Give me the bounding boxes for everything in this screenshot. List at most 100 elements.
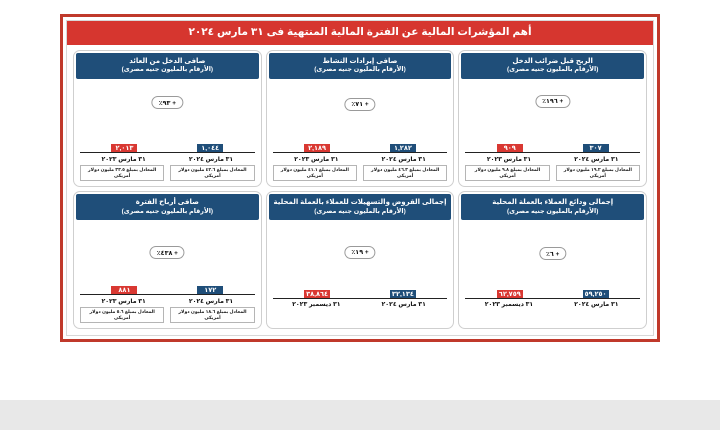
axis-label-current: ٣١ مارس ٢٠٢٤ [574, 155, 619, 163]
panel-subtitle: (الأرقام بالمليون جنيه مصرى) [121, 65, 214, 73]
bar-plot: + ١٩٦٪ ٣٠٧ ٩٠٩ [465, 79, 640, 154]
bar-group-current: ٦٢,٧٥٩ [496, 289, 523, 298]
bar-value-prior: ٥٩,٢٥٠ [584, 290, 607, 298]
note-boxes: المعادل بمبلغ ٤٦.٣ مليون دولار أمريكى ال… [272, 164, 448, 182]
bar-prior: ١٧٢ [197, 286, 224, 295]
panel-local-currency-deposits: إجمالى ودائع العملاء بالعملة المحلية (ال… [458, 191, 647, 329]
note-boxes: المعادل بمبلغ ١٨.٦ مليون دولار أمريكى ال… [79, 306, 255, 323]
change-badge: + ٦٪ [539, 247, 567, 261]
note-current: المعادل بمبلغ ١٨.٦ مليون دولار أمريكى [170, 306, 255, 323]
axis-label-current: ٣١ مارس ٢٠٢٤ [188, 155, 234, 163]
panel-header: صافى إيرادات النشاط (الأرقام بالمليون جن… [268, 52, 452, 79]
axis-label-current: ٣١ مارس ٢٠٢٤ [574, 301, 619, 308]
panel-net-profit-period: صافى أرباح الفترة (الأرقام بالمليون جنيه… [73, 191, 262, 329]
axis-label-current: ٣١ مارس ٢٠٢٤ [381, 155, 426, 163]
panel-header: صافى الدخل من العائد (الأرقام بالمليون ج… [76, 52, 259, 79]
panel-title: صافى الدخل من العائد [129, 57, 206, 65]
bar-current: ٦٢,٧٥٩ [496, 289, 523, 298]
change-badge: + ١٩٦٪ [535, 94, 571, 108]
panel-title: صافى إيرادات النشاط [322, 57, 398, 65]
panel-subtitle: (الأرقام بالمليون جنيه مصرى) [506, 207, 599, 215]
bar-plot: + ٩٣٪ ١,٠٤٤ ٢,٠١٣ [80, 79, 255, 154]
axis-label-prior: ٣١ مارس ٢٠٢٣ [101, 155, 146, 163]
bar-plot: + ٦٪ ٥٩,٢٥٠ ٦٢,٧٥٩ [465, 220, 640, 299]
axis-labels: ٣١ مارس ٢٠٢٤ ٣١ ديسمبر ٢٠٢٣ [465, 299, 640, 308]
bar-plot: + ١٩٪ ٣٢,١٣٤ ٣٨,٨٦٤ [272, 220, 448, 299]
bar-prior: ٣٢,١٣٤ [389, 289, 416, 298]
axis-labels: ٣١ مارس ٢٠٢٤ ٣١ مارس ٢٠٢٣ [273, 153, 448, 163]
panel-title: إجمالى القروض والتسهيلات للعملاء بالعملة… [273, 199, 447, 207]
bar-group-prior: ٥٩,٢٥٠ [582, 289, 609, 298]
bar-prior: ١,٢٨٢ [389, 144, 416, 153]
axis-label-prior: ٣١ مارس ٢٠٢٣ [486, 155, 532, 163]
bar-group-current: ٢,٠١٣ [111, 144, 138, 153]
bar-group-prior: ٣٢,١٣٤ [389, 289, 416, 298]
panel-net-operating-income: صافى إيرادات النشاط (الأرقام بالمليون جن… [265, 49, 455, 188]
bar-current: ٩٠٩ [496, 144, 523, 153]
bar-group-current: ٨٨١ [111, 286, 138, 295]
panel-subtitle: (الأرقام بالمليون جنيه مصرى) [506, 65, 599, 73]
bar-value-prior: ٣٢,١٣٤ [391, 290, 414, 298]
bar-group-current: ٣٨,٨٦٤ [304, 289, 331, 298]
panel-header: إجمالى القروض والتسهيلات للعملاء بالعملة… [268, 194, 452, 221]
bar-value-prior: ١,٠٤٤ [201, 145, 220, 153]
bar-current: ٨٨١ [111, 286, 138, 295]
bar-value-current: ٨٨١ [118, 287, 131, 295]
bar-group-prior: ١,٠٤٤ [197, 144, 224, 153]
bar-current: ٢,١٨٩ [304, 144, 331, 153]
bottom-band [0, 400, 720, 430]
panel-subtitle: (الأرقام بالمليون جنيه مصرى) [314, 65, 406, 73]
change-badge: + ١٩٪ [344, 245, 376, 259]
axis-label-prior: ٣١ ديسمبر ٢٠٢٣ [484, 301, 534, 308]
note-prior: المعادل بمبلغ ٣٣.٥ مليون دولار أمريكى [79, 164, 165, 182]
note-current: المعادل بمبلغ ٤٦.٣ مليون دولار أمريكى [363, 164, 448, 182]
panel-header: صافى أرباح الفترة (الأرقام بالمليون جنيه… [76, 194, 259, 221]
change-badge: + ٤٣٨٪ [149, 246, 185, 260]
panel-subtitle: (الأرقام بالمليون جنيه مصرى) [121, 207, 214, 215]
axis-labels: ٣١ مارس ٢٠٢٤ ٣١ ديسمبر ٢٠٢٣ [273, 299, 448, 308]
note-current: المعادل بمبلغ ١٩.٢ مليون دولار أمريكى [555, 164, 640, 182]
axis-labels: ٣١ مارس ٢٠٢٤ ٣١ مارس ٢٠٢٣ [80, 153, 255, 163]
panel-title: الربح قبل ضرائب الدخل [512, 57, 593, 65]
panel-subtitle: (الأرقام بالمليون جنيه مصرى) [314, 207, 406, 215]
panels-grid: الربح قبل ضرائب الدخل (الأرقام بالمليون … [67, 45, 653, 335]
panel-net-interest-income: صافى الدخل من العائد (الأرقام بالمليون ج… [73, 49, 262, 188]
change-badge: + ٩٣٪ [151, 96, 183, 110]
axis-label-prior: ٣١ ديسمبر ٢٠٢٣ [292, 301, 341, 308]
note-boxes: المعادل بمبلغ ١٩.٢ مليون دولار أمريكى ال… [465, 164, 640, 182]
bar-value-prior: ١,٢٨٢ [393, 145, 412, 153]
panel-header: إجمالى ودائع العملاء بالعملة المحلية (ال… [461, 194, 644, 221]
note-prior: المعادل بمبلغ ٩.٨ مليون دولار أمريكى [465, 164, 550, 182]
bar-prior: ٥٩,٢٥٠ [582, 289, 609, 298]
bar-plot: + ٧١٪ ١,٢٨٢ ٢,١٨٩ [272, 79, 448, 154]
page-title: أهم المؤشرات المالية عن الفترة المالية ا… [67, 21, 653, 45]
bar-group-prior: ١٧٢ [197, 286, 224, 295]
financial-indicators-poster: أهم المؤشرات المالية عن الفترة المالية ا… [60, 14, 660, 342]
axis-label-prior: ٣١ مارس ٢٠٢٣ [294, 155, 339, 163]
bar-current: ٣٨,٨٦٤ [304, 289, 331, 298]
bar-group-current: ٢,١٨٩ [304, 144, 331, 153]
bar-value-current: ٢,١٨٩ [308, 145, 327, 153]
axis-labels: ٣١ مارس ٢٠٢٤ ٣١ مارس ٢٠٢٣ [465, 153, 640, 163]
panel-title: إجمالى ودائع العملاء بالعملة المحلية [492, 199, 614, 207]
bar-group-current: ٩٠٩ [496, 144, 523, 153]
note-prior: المعادل بمبلغ ٤١.١ مليون دولار أمريكى [272, 164, 357, 182]
bar-current: ٢,٠١٣ [111, 144, 138, 153]
panel-local-currency-loans: إجمالى القروض والتسهيلات للعملاء بالعملة… [265, 191, 455, 329]
note-current: المعادل بمبلغ ٤٢.٦ مليون دولار أمريكى [170, 164, 255, 182]
axis-label-current: ٣١ مارس ٢٠٢٤ [381, 301, 426, 308]
panel-profit-before-tax: الربح قبل ضرائب الدخل (الأرقام بالمليون … [458, 49, 647, 188]
note-prior: المعادل بمبلغ ٥.٦ مليون دولار أمريكى [79, 306, 165, 323]
bar-value-current: ٩٠٩ [503, 145, 516, 153]
bar-value-current: ٦٢,٧٥٩ [498, 290, 521, 298]
panel-title: صافى أرباح الفترة [135, 199, 199, 207]
change-badge: + ٧١٪ [344, 97, 376, 111]
bar-value-current: ٢,٠١٣ [115, 145, 134, 153]
bar-value-prior: ٣٠٧ [589, 145, 602, 153]
note-boxes: المعادل بمبلغ ٤٢.٦ مليون دولار أمريكى ال… [79, 164, 255, 182]
bar-prior: ١,٠٤٤ [197, 144, 224, 153]
bar-plot: + ٤٣٨٪ ١٧٢ ٨٨١ [80, 220, 255, 296]
panel-header: الربح قبل ضرائب الدخل (الأرقام بالمليون … [461, 52, 644, 79]
axis-label-current: ٣١ مارس ٢٠٢٤ [188, 297, 234, 305]
bar-value-current: ٣٨,٨٦٤ [306, 290, 329, 298]
